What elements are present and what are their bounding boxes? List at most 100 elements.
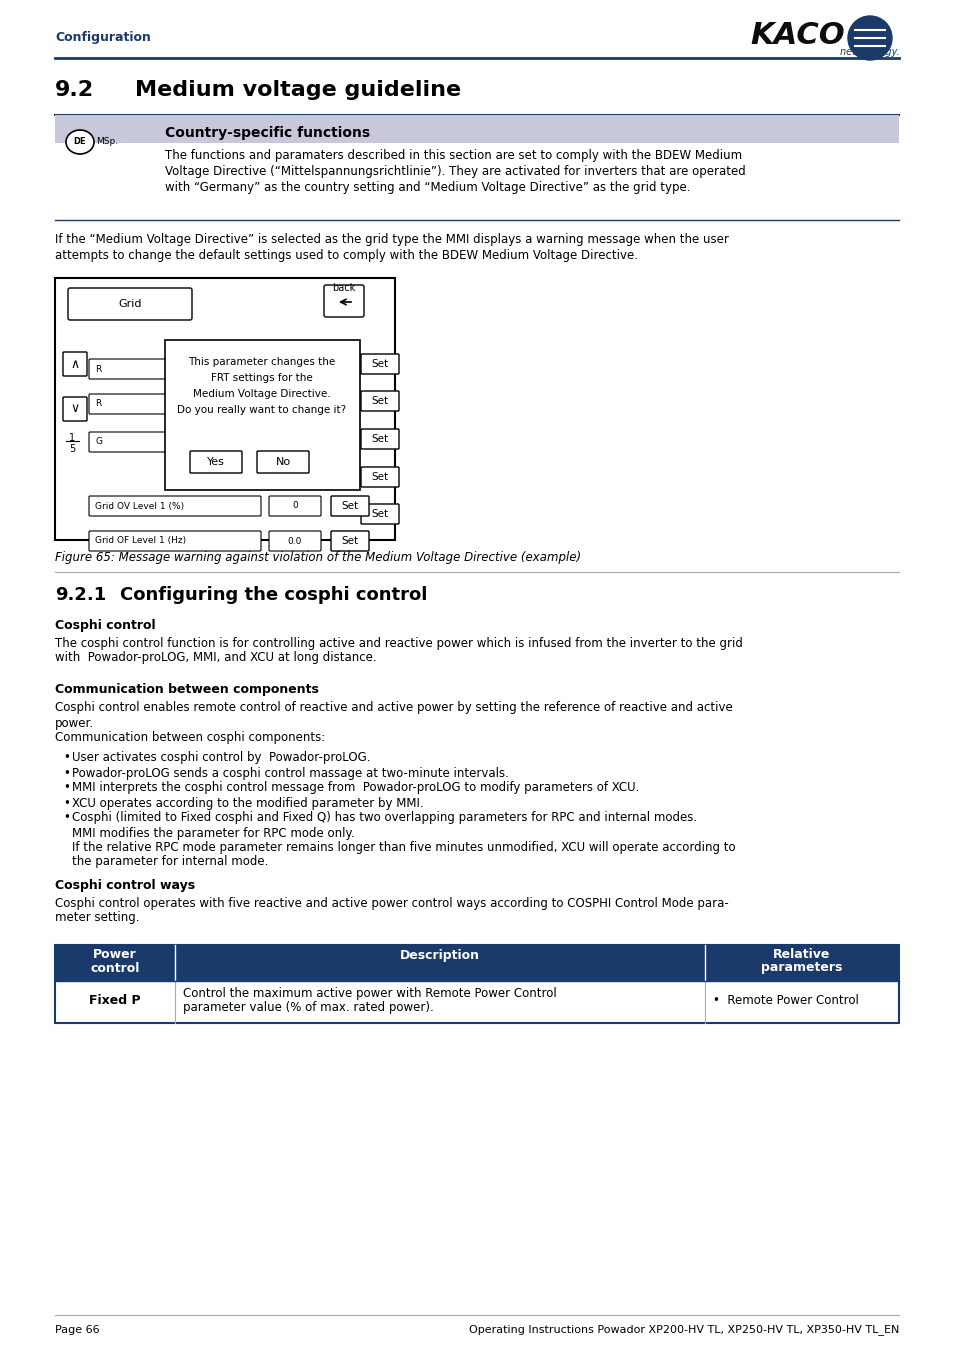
Text: Configuring the cosphi control: Configuring the cosphi control [120, 586, 427, 603]
Text: The cosphi control function is for controlling active and reactive power which i: The cosphi control function is for contr… [55, 636, 742, 649]
FancyBboxPatch shape [269, 495, 320, 516]
FancyBboxPatch shape [63, 352, 87, 377]
FancyBboxPatch shape [360, 429, 398, 450]
Text: control: control [91, 961, 139, 975]
Text: parameter value (% of max. rated power).: parameter value (% of max. rated power). [183, 1000, 434, 1014]
FancyBboxPatch shape [89, 394, 166, 414]
Text: Cosphi control enables remote control of reactive and active power by setting th: Cosphi control enables remote control of… [55, 702, 732, 714]
Text: •: • [63, 752, 70, 764]
Text: Set: Set [341, 501, 358, 512]
Text: back: back [332, 284, 355, 293]
Text: with  Powador-proLOG, MMI, and XCU at long distance.: with Powador-proLOG, MMI, and XCU at lon… [55, 652, 376, 664]
Bar [55, 981, 898, 1023]
Text: 5: 5 [69, 444, 75, 454]
FancyBboxPatch shape [331, 495, 369, 516]
FancyBboxPatch shape [269, 531, 320, 551]
Text: DE: DE [73, 138, 86, 147]
Bar [165, 340, 359, 490]
Text: This parameter changes the: This parameter changes the [188, 356, 335, 367]
Text: Grid OF Level 1 (Hz): Grid OF Level 1 (Hz) [95, 536, 186, 545]
Text: Set: Set [341, 536, 358, 545]
Text: KACO: KACO [749, 20, 843, 50]
Text: •: • [63, 782, 70, 795]
Bar [55, 115, 898, 143]
FancyBboxPatch shape [360, 392, 398, 410]
Text: User activates cosphi control by  Powador-proLOG.: User activates cosphi control by Powador… [71, 752, 370, 764]
Text: •: • [63, 767, 70, 779]
Text: meter setting.: meter setting. [55, 911, 139, 925]
Text: Communication between components: Communication between components [55, 683, 318, 697]
Text: If the relative RPC mode parameter remains longer than five minutes unmodified, : If the relative RPC mode parameter remai… [71, 841, 735, 853]
Bar [55, 278, 395, 540]
Text: MSp.: MSp. [96, 138, 118, 147]
Text: ∨: ∨ [71, 402, 79, 416]
FancyBboxPatch shape [360, 354, 398, 374]
Text: 9.2: 9.2 [55, 80, 94, 100]
Text: •: • [63, 811, 70, 825]
Text: 0.0: 0.0 [288, 536, 302, 545]
FancyBboxPatch shape [324, 285, 364, 317]
Text: with “Germany” as the country setting and “Medium Voltage Directive” as the grid: with “Germany” as the country setting an… [165, 181, 690, 193]
FancyBboxPatch shape [89, 359, 166, 379]
Text: The functions and paramaters described in this section are set to comply with th: The functions and paramaters described i… [165, 148, 741, 162]
Text: Relative: Relative [773, 949, 830, 961]
Text: power.: power. [55, 717, 94, 729]
Text: Country-specific functions: Country-specific functions [165, 126, 370, 140]
Text: Cosphi control ways: Cosphi control ways [55, 879, 195, 891]
FancyBboxPatch shape [360, 467, 398, 487]
FancyBboxPatch shape [63, 397, 87, 421]
Text: Grid OV Level 1 (%): Grid OV Level 1 (%) [95, 501, 184, 510]
Text: No: No [275, 458, 291, 467]
Text: R: R [95, 400, 101, 409]
Text: Grid: Grid [118, 298, 142, 309]
Ellipse shape [66, 130, 94, 154]
Text: Set: Set [371, 472, 388, 482]
Text: 9.2.1: 9.2.1 [55, 586, 106, 603]
Text: Set: Set [371, 433, 388, 444]
Text: Power: Power [93, 949, 136, 961]
FancyBboxPatch shape [68, 288, 192, 320]
Text: Set: Set [371, 396, 388, 406]
Text: parameters: parameters [760, 961, 841, 975]
Bar [55, 945, 898, 1023]
Text: G: G [95, 437, 102, 447]
Text: •  Remote Power Control: • Remote Power Control [712, 995, 858, 1007]
FancyBboxPatch shape [89, 531, 261, 551]
Text: R: R [95, 364, 101, 374]
FancyBboxPatch shape [256, 451, 309, 472]
FancyBboxPatch shape [89, 432, 166, 452]
Text: Set: Set [371, 509, 388, 518]
FancyBboxPatch shape [360, 504, 398, 524]
Text: Medium Voltage Directive.: Medium Voltage Directive. [193, 389, 331, 400]
Text: Cosphi control operates with five reactive and active power control ways accordi: Cosphi control operates with five reacti… [55, 896, 728, 910]
Text: 1: 1 [69, 433, 75, 443]
Text: ∧: ∧ [71, 358, 79, 370]
Text: Voltage Directive (“Mittelspannungsrichtlinie”). They are activated for inverter: Voltage Directive (“Mittelspannungsricht… [165, 165, 745, 177]
Text: new energy.: new energy. [840, 47, 899, 57]
Text: Set: Set [371, 359, 388, 369]
Text: Figure 65: Message warning against violation of the Medium Voltage Directive (ex: Figure 65: Message warning against viola… [55, 552, 580, 564]
Text: •: • [63, 796, 70, 810]
FancyBboxPatch shape [89, 495, 261, 516]
Text: Medium voltage guideline: Medium voltage guideline [135, 80, 460, 100]
Text: Page 66: Page 66 [55, 1324, 99, 1335]
Text: If the “Medium Voltage Directive” is selected as the grid type the MMI displays : If the “Medium Voltage Directive” is sel… [55, 234, 728, 247]
Text: attempts to change the default settings used to comply with the BDEW Medium Volt: attempts to change the default settings … [55, 248, 638, 262]
Text: Description: Description [399, 949, 479, 961]
FancyBboxPatch shape [190, 451, 242, 472]
Text: the parameter for internal mode.: the parameter for internal mode. [71, 855, 268, 868]
Bar [55, 945, 898, 981]
Text: XCU operates according to the modified parameter by MMI.: XCU operates according to the modified p… [71, 796, 423, 810]
Text: Yes: Yes [207, 458, 225, 467]
Text: Fixed P: Fixed P [89, 995, 141, 1007]
Text: FRT settings for the: FRT settings for the [211, 373, 313, 383]
Text: Configuration: Configuration [55, 31, 151, 45]
Text: Control the maximum active power with Remote Power Control: Control the maximum active power with Re… [183, 987, 557, 999]
Text: Powador-proLOG sends a cosphi control massage at two-minute intervals.: Powador-proLOG sends a cosphi control ma… [71, 767, 508, 779]
Text: MMI modifies the parameter for RPC mode only.: MMI modifies the parameter for RPC mode … [71, 826, 355, 840]
Text: Cosphi control: Cosphi control [55, 618, 155, 632]
Text: MMI interprets the cosphi control message from  Powador-proLOG to modify paramet: MMI interprets the cosphi control messag… [71, 782, 639, 795]
Text: Cosphi (limited to Fixed cosphi and Fixed Q) has two overlapping parameters for : Cosphi (limited to Fixed cosphi and Fixe… [71, 811, 697, 825]
Circle shape [847, 16, 891, 59]
FancyBboxPatch shape [331, 531, 369, 551]
